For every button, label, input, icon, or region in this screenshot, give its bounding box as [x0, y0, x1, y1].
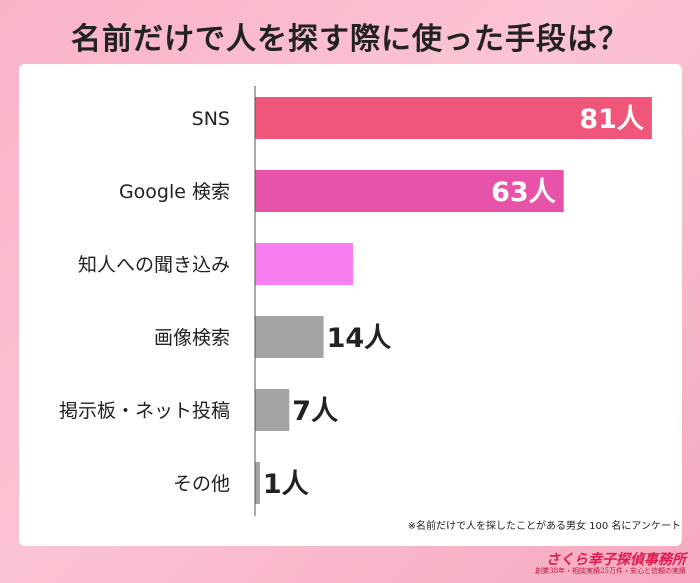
survey-note: ※名前だけで人を探したことがある男女 100 名にアンケート [407, 521, 681, 532]
bar [255, 462, 260, 504]
value-label: 63人 [491, 177, 556, 208]
chart-panel: SNS 81人 Google 検索 63人知人への聞き込み 20人画像検索 14人掲示板・… [19, 64, 682, 546]
chart-title: 名前だけで人を探す際に使った手段は？ [71, 22, 629, 57]
bar [255, 97, 652, 139]
category-label: 知人への聞き込み [78, 254, 230, 276]
value-label: 81人 [579, 104, 644, 135]
category-label: 画像検索 [154, 327, 230, 349]
category-label: SNS [192, 108, 230, 130]
company-logo: さくら幸子探偵事務所 創業38年・相談実績25万件・安心と信頼の実績 [535, 553, 686, 576]
bar [255, 389, 290, 431]
bar [255, 243, 353, 285]
bar [255, 170, 564, 212]
category-label: Google 検索 [119, 181, 230, 203]
value-label: 20人 [356, 250, 421, 281]
bar [255, 316, 324, 358]
logo-main-text: さくら幸子探偵事務所 [546, 552, 686, 568]
value-label: 7人 [292, 396, 338, 427]
logo-sub-text: 創業38年・相談実績25万件・安心と信頼の実績 [535, 567, 686, 575]
category-label: 掲示板・ネット投稿 [59, 400, 230, 422]
value-label: 1人 [263, 469, 309, 500]
category-label: その他 [173, 473, 230, 495]
value-label: 14人 [327, 323, 392, 354]
